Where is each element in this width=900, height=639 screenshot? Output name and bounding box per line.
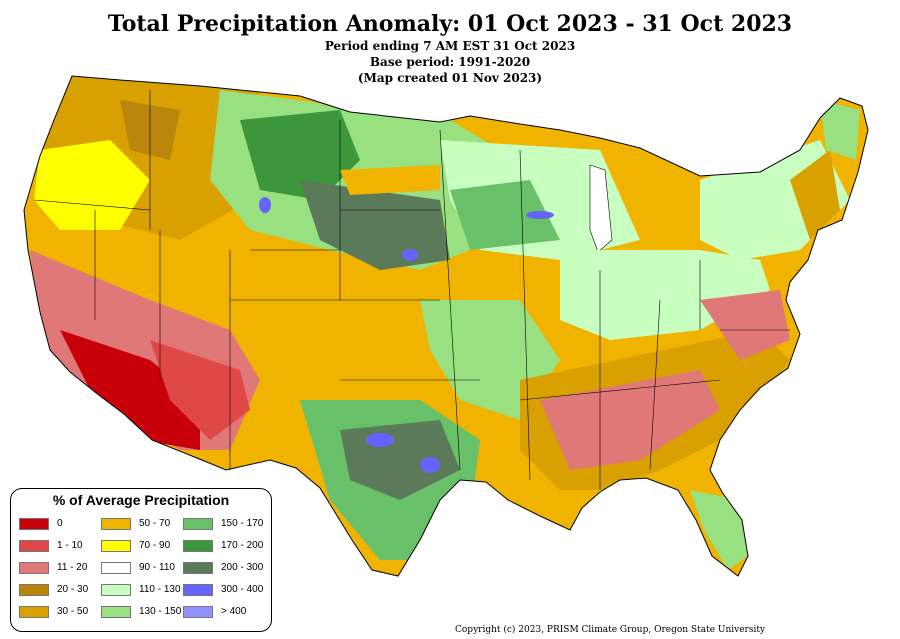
legend-item: > 400 xyxy=(183,606,273,620)
legend-label: > 400 xyxy=(221,606,247,617)
legend-swatch xyxy=(19,606,49,618)
legend-swatch xyxy=(101,518,131,530)
driest-region-arizona-california xyxy=(60,330,200,450)
legend-swatch xyxy=(183,584,213,596)
wet-spot-east-texas xyxy=(420,457,440,473)
wet-spot-wyoming xyxy=(259,197,271,213)
legend-item: 200 - 300 xyxy=(183,562,273,576)
legend-swatch xyxy=(183,606,213,618)
legend-swatch xyxy=(19,562,49,574)
map-created-text: (Map created 01 Nov 2023) xyxy=(357,71,543,85)
legend-label: 130 - 150 xyxy=(139,606,182,617)
very-wet-dakotas xyxy=(300,180,450,270)
map-header: Total Precipitation Anomaly: 01 Oct 2023… xyxy=(0,10,900,86)
legend-box: % of Average Precipitation 0 1 - 10 11 - 2… xyxy=(10,488,272,632)
legend-swatch xyxy=(183,518,213,530)
legend-label: 30 - 50 xyxy=(57,606,89,617)
legend-swatch xyxy=(101,606,131,618)
legend-label: 1 - 10 xyxy=(57,540,83,551)
legend-item: 170 - 200 xyxy=(183,540,273,554)
base-period-text: Base period: 1991-2020 xyxy=(369,55,531,69)
legend-label: 200 - 300 xyxy=(221,562,264,573)
wet-region-wisconsin xyxy=(450,180,560,250)
legend-item: 300 - 400 xyxy=(183,584,273,598)
legend-swatch xyxy=(101,540,131,552)
legend-swatch xyxy=(19,584,49,596)
legend-label: 150 - 170 xyxy=(221,518,264,529)
legend-label: 50 - 70 xyxy=(139,518,171,529)
legend-item: 90 - 110 xyxy=(101,562,191,576)
legend-item: 0 xyxy=(19,518,109,532)
wet-spot-lake-superior xyxy=(526,211,554,219)
legend-item: 20 - 30 xyxy=(19,584,109,598)
very-dry-region-southeast xyxy=(540,370,720,470)
legend-label: 20 - 30 xyxy=(57,584,89,595)
legend-label: 11 - 20 xyxy=(57,562,88,573)
legend-swatch xyxy=(183,540,213,552)
legend-label: 90 - 110 xyxy=(139,562,175,573)
legend-item: 70 - 90 xyxy=(101,540,191,554)
lake-michigan xyxy=(589,164,613,253)
legend-label: 70 - 90 xyxy=(139,540,171,551)
map-title: Total Precipitation Anomaly: 01 Oct 2023… xyxy=(107,11,793,37)
legend-label: 110 - 130 xyxy=(139,584,181,595)
conus-outline xyxy=(23,75,869,577)
copyright-text: Copyright (c) 2023, PRISM Climate Group,… xyxy=(455,625,766,635)
very-wet-montana xyxy=(240,110,360,200)
legend-swatch xyxy=(101,584,131,596)
wet-spot-nebraska xyxy=(402,249,418,261)
legend-label: 300 - 400 xyxy=(221,584,264,595)
wet-region-maine xyxy=(820,100,860,160)
legend-label: 170 - 200 xyxy=(221,540,264,551)
legend-swatch xyxy=(19,540,49,552)
very-dry-region-arizona xyxy=(150,340,250,440)
dry-band-south-dakota xyxy=(340,165,440,195)
legend-item: 1 - 10 xyxy=(19,540,109,554)
wet-spot-north-texas xyxy=(366,433,394,447)
legend-item: 30 - 50 xyxy=(19,606,109,620)
legend-swatch xyxy=(183,562,213,574)
legend-item: 50 - 70 xyxy=(101,518,191,532)
legend-title: % of Average Precipitation xyxy=(52,492,230,508)
dry-region-new-england xyxy=(790,150,840,240)
legend-item: 130 - 150 xyxy=(101,606,191,620)
legend-swatch xyxy=(19,518,49,530)
legend-swatch xyxy=(101,562,131,574)
legend-item: 150 - 170 xyxy=(183,518,273,532)
legend-item: 110 - 130 xyxy=(101,584,191,598)
wet-region-florida xyxy=(690,490,748,570)
legend-item: 11 - 20 xyxy=(19,562,109,576)
period-text: Period ending 7 AM EST 31 Oct 2023 xyxy=(324,39,576,53)
dry-region-carolinas xyxy=(700,290,790,360)
state-boundaries xyxy=(33,90,790,490)
legend-label: 0 xyxy=(57,518,63,529)
